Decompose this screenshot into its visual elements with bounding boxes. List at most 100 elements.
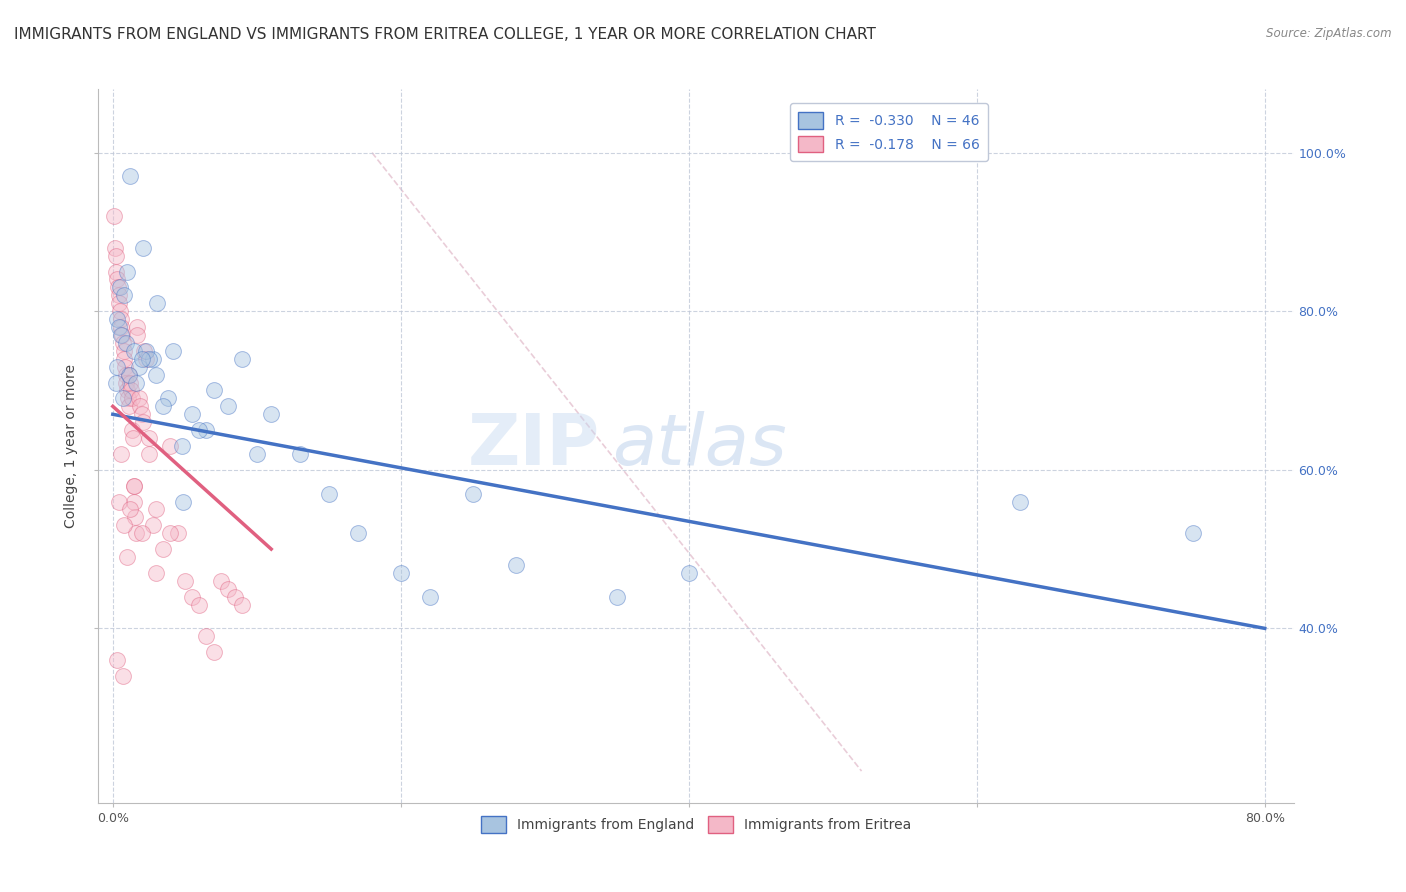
- Point: [108, 280, 131, 294]
- Point: [131, 351, 153, 366]
- Point: [108, 296, 131, 310]
- Point: [118, 400, 141, 414]
- Point: [121, 423, 143, 437]
- Point: [131, 526, 153, 541]
- Point: [112, 351, 135, 366]
- Point: [120, 502, 142, 516]
- Point: [181, 407, 204, 421]
- Point: [152, 400, 174, 414]
- Point: [172, 494, 194, 508]
- Point: [195, 629, 218, 643]
- Point: [122, 431, 145, 445]
- Point: [115, 549, 138, 564]
- Point: [124, 478, 146, 492]
- Point: [110, 312, 132, 326]
- Point: [127, 328, 149, 343]
- Point: [118, 368, 141, 382]
- Point: [120, 376, 142, 390]
- Point: [117, 392, 139, 406]
- Point: [181, 590, 204, 604]
- Point: [162, 343, 184, 358]
- Point: [132, 415, 155, 429]
- Point: [104, 376, 127, 390]
- Point: [125, 526, 148, 541]
- Point: [124, 343, 146, 358]
- Point: [108, 304, 131, 318]
- Point: [159, 526, 181, 541]
- Point: [120, 169, 142, 184]
- Point: [288, 447, 311, 461]
- Point: [105, 272, 128, 286]
- Point: [145, 566, 167, 580]
- Point: [389, 566, 412, 580]
- Point: [111, 335, 134, 350]
- Point: [111, 669, 134, 683]
- Point: [145, 502, 167, 516]
- Point: [142, 351, 165, 366]
- Point: [110, 447, 132, 461]
- Point: [195, 423, 218, 437]
- Point: [138, 351, 160, 366]
- Text: atlas: atlas: [613, 411, 787, 481]
- Legend: Immigrants from England, Immigrants from Eritrea: Immigrants from England, Immigrants from…: [475, 811, 917, 838]
- Point: [173, 574, 195, 588]
- Point: [419, 590, 441, 604]
- Point: [118, 368, 141, 382]
- Point: [105, 359, 128, 374]
- Point: [104, 241, 127, 255]
- Text: IMMIGRANTS FROM ENGLAND VS IMMIGRANTS FROM ERITREA COLLEGE, 1 YEAR OR MORE CORRE: IMMIGRANTS FROM ENGLAND VS IMMIGRANTS FR…: [14, 27, 876, 42]
- Point: [107, 494, 129, 508]
- Point: [114, 368, 136, 382]
- Point: [111, 392, 134, 406]
- Point: [114, 335, 136, 350]
- Point: [318, 486, 340, 500]
- Point: [135, 351, 157, 366]
- Point: [124, 494, 146, 508]
- Point: [188, 598, 211, 612]
- Point: [111, 328, 134, 343]
- Text: ZIP: ZIP: [468, 411, 600, 481]
- Point: [128, 392, 150, 406]
- Point: [125, 376, 148, 390]
- Point: [678, 566, 700, 580]
- Point: [124, 510, 146, 524]
- Point: [134, 343, 156, 358]
- Point: [209, 574, 232, 588]
- Point: [166, 526, 188, 541]
- Point: [112, 343, 135, 358]
- Point: [461, 486, 484, 500]
- Point: [122, 478, 145, 492]
- Point: [231, 351, 253, 366]
- Point: [142, 518, 165, 533]
- Point: [138, 447, 160, 461]
- Point: [103, 209, 125, 223]
- Point: [346, 526, 368, 541]
- Point: [606, 590, 628, 604]
- Point: [170, 439, 193, 453]
- Point: [159, 439, 181, 453]
- Point: [246, 447, 269, 461]
- Point: [112, 288, 135, 302]
- Point: [112, 518, 135, 533]
- Text: Source: ZipAtlas.com: Source: ZipAtlas.com: [1267, 27, 1392, 40]
- Point: [105, 312, 128, 326]
- Point: [110, 328, 132, 343]
- Point: [105, 264, 128, 278]
- Point: [128, 359, 150, 374]
- Point: [260, 407, 283, 421]
- Point: [132, 241, 155, 255]
- Point: [152, 542, 174, 557]
- Point: [202, 645, 225, 659]
- Point: [129, 400, 152, 414]
- Point: [217, 400, 239, 414]
- Point: [146, 296, 169, 310]
- Point: [104, 249, 127, 263]
- Point: [115, 376, 138, 390]
- Point: [135, 343, 157, 358]
- Point: [105, 653, 128, 667]
- Point: [120, 384, 142, 398]
- Point: [131, 407, 153, 421]
- Point: [145, 368, 167, 382]
- Point: [121, 392, 143, 406]
- Point: [505, 558, 527, 572]
